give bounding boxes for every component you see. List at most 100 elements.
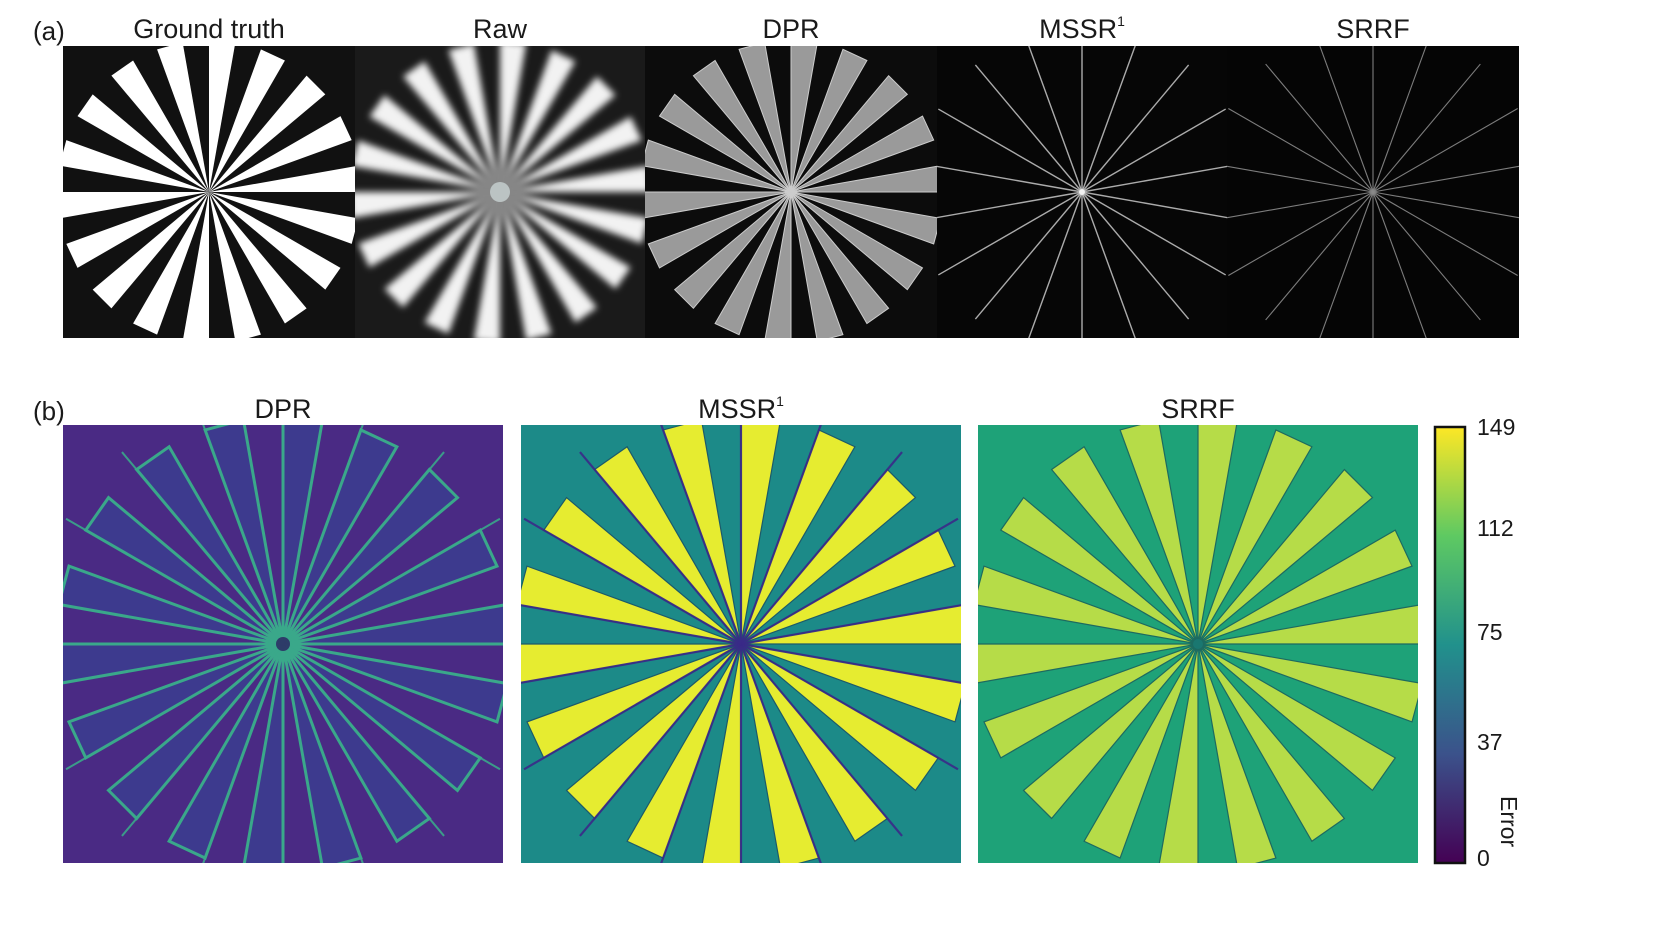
star-edge-line bbox=[1372, 191, 1427, 338]
star-edge-line bbox=[1081, 108, 1227, 193]
star-edge-line bbox=[282, 643, 445, 837]
star-edge-line bbox=[1081, 191, 1136, 338]
star-wedge bbox=[978, 643, 1199, 684]
star-edge-line bbox=[282, 517, 501, 645]
star-wedge bbox=[658, 93, 792, 193]
star-wedge bbox=[978, 565, 1199, 645]
col-title-mssr: MSSR1 bbox=[1039, 13, 1125, 44]
star-wedge bbox=[209, 192, 261, 338]
col-title-ground-truth: Ground truth bbox=[63, 14, 355, 45]
star-edge-line bbox=[1372, 165, 1519, 193]
star-edge-line bbox=[1081, 64, 1190, 193]
error-map-dpr bbox=[63, 425, 503, 863]
star-wedge bbox=[500, 166, 645, 192]
star-edge-line bbox=[1028, 191, 1083, 338]
star-edge-line bbox=[202, 643, 284, 863]
star-wedge bbox=[983, 643, 1199, 759]
star-wedge bbox=[1158, 643, 1199, 863]
map-title-dpr-text: DPR bbox=[254, 394, 312, 424]
map-title-mssr: MSSR1 bbox=[698, 393, 784, 424]
star-edge-line bbox=[740, 643, 959, 771]
star-wedge bbox=[369, 95, 500, 192]
colorbar-tick-75: 75 bbox=[1477, 619, 1503, 645]
star-wedge bbox=[1197, 643, 1397, 792]
star-center bbox=[1193, 639, 1203, 649]
star-wedge bbox=[500, 116, 642, 192]
star-edge-line bbox=[1081, 165, 1227, 193]
star-wedge bbox=[1197, 425, 1238, 645]
star-edge-line bbox=[65, 517, 284, 645]
star-edge-line bbox=[1227, 165, 1374, 193]
star-wedge bbox=[738, 46, 792, 193]
star-wedge bbox=[1022, 643, 1199, 820]
star-wedge bbox=[1197, 604, 1418, 645]
map-title-dpr: DPR bbox=[63, 394, 503, 425]
star-edge-line bbox=[1372, 191, 1518, 276]
star-edge-line bbox=[579, 643, 742, 837]
star-wedge bbox=[209, 192, 341, 290]
star-edge-line bbox=[739, 643, 822, 863]
star-edge-line bbox=[65, 643, 284, 771]
star-wedge bbox=[500, 192, 597, 323]
star-wedge bbox=[111, 60, 209, 192]
col-title-raw: Raw bbox=[355, 14, 645, 45]
error-map-srrf bbox=[978, 425, 1418, 863]
map-title-srrf-text: SRRF bbox=[1161, 394, 1235, 424]
star-edge-line bbox=[282, 425, 364, 645]
star-wedge bbox=[790, 191, 844, 338]
colorbar-tick-37: 37 bbox=[1477, 729, 1503, 755]
star-wedge bbox=[645, 191, 792, 219]
star-wedge bbox=[1197, 529, 1413, 645]
star-wedge bbox=[209, 166, 355, 192]
star-wedge bbox=[92, 192, 209, 309]
star-wedge bbox=[645, 139, 792, 193]
col-title-dpr-text: DPR bbox=[762, 14, 820, 44]
star-edge-line bbox=[282, 643, 364, 863]
star-edge-line bbox=[282, 451, 445, 645]
star-edge-line bbox=[660, 643, 743, 863]
star-edge-line bbox=[740, 642, 961, 684]
star-edge-line bbox=[1372, 46, 1427, 193]
colorbar bbox=[1433, 425, 1467, 865]
star-edge-line bbox=[937, 108, 1083, 193]
star-wedge bbox=[66, 192, 209, 268]
col-title-mssr-text: MSSR bbox=[1039, 14, 1118, 44]
star-wedge bbox=[790, 191, 937, 245]
star-wedge bbox=[790, 115, 935, 193]
star-wedge bbox=[358, 192, 500, 268]
star-edge-line bbox=[1081, 191, 1227, 276]
star-edge-line bbox=[282, 643, 503, 684]
star-wedge bbox=[1197, 429, 1313, 645]
star-wedge bbox=[209, 46, 235, 192]
col-title-raw-text: Raw bbox=[472, 14, 527, 44]
star-wedge bbox=[157, 46, 209, 192]
star-wedge bbox=[355, 140, 500, 192]
star-wedge bbox=[63, 192, 209, 218]
star-wedge bbox=[133, 192, 209, 335]
star-wedge bbox=[673, 191, 792, 310]
star-edge-line bbox=[521, 642, 742, 684]
star-wedge bbox=[647, 191, 792, 269]
star-edge-line bbox=[1265, 63, 1374, 193]
star-wedge bbox=[355, 192, 500, 218]
image-dpr bbox=[645, 46, 937, 338]
image-srrf bbox=[1227, 46, 1519, 338]
star-wedge bbox=[384, 192, 500, 308]
star-wedge bbox=[1197, 468, 1374, 645]
star-wedge bbox=[500, 192, 645, 244]
star-edge-line bbox=[740, 517, 959, 645]
star-edge-line bbox=[523, 643, 742, 771]
star-edge-line bbox=[937, 165, 1083, 193]
image-mssr bbox=[937, 46, 1227, 338]
star-wedge bbox=[714, 191, 792, 336]
star-edge-line bbox=[937, 191, 1083, 219]
star-wedge bbox=[183, 192, 209, 338]
star-wedge bbox=[403, 61, 500, 193]
star-edge-line bbox=[579, 451, 742, 645]
star-wedge bbox=[500, 46, 526, 192]
star-edge-line bbox=[1372, 63, 1481, 193]
star-wedge bbox=[1197, 643, 1346, 843]
star-wedge bbox=[209, 116, 352, 192]
col-title-ground-truth-text: Ground truth bbox=[133, 14, 285, 44]
star-edge-line bbox=[740, 604, 961, 646]
